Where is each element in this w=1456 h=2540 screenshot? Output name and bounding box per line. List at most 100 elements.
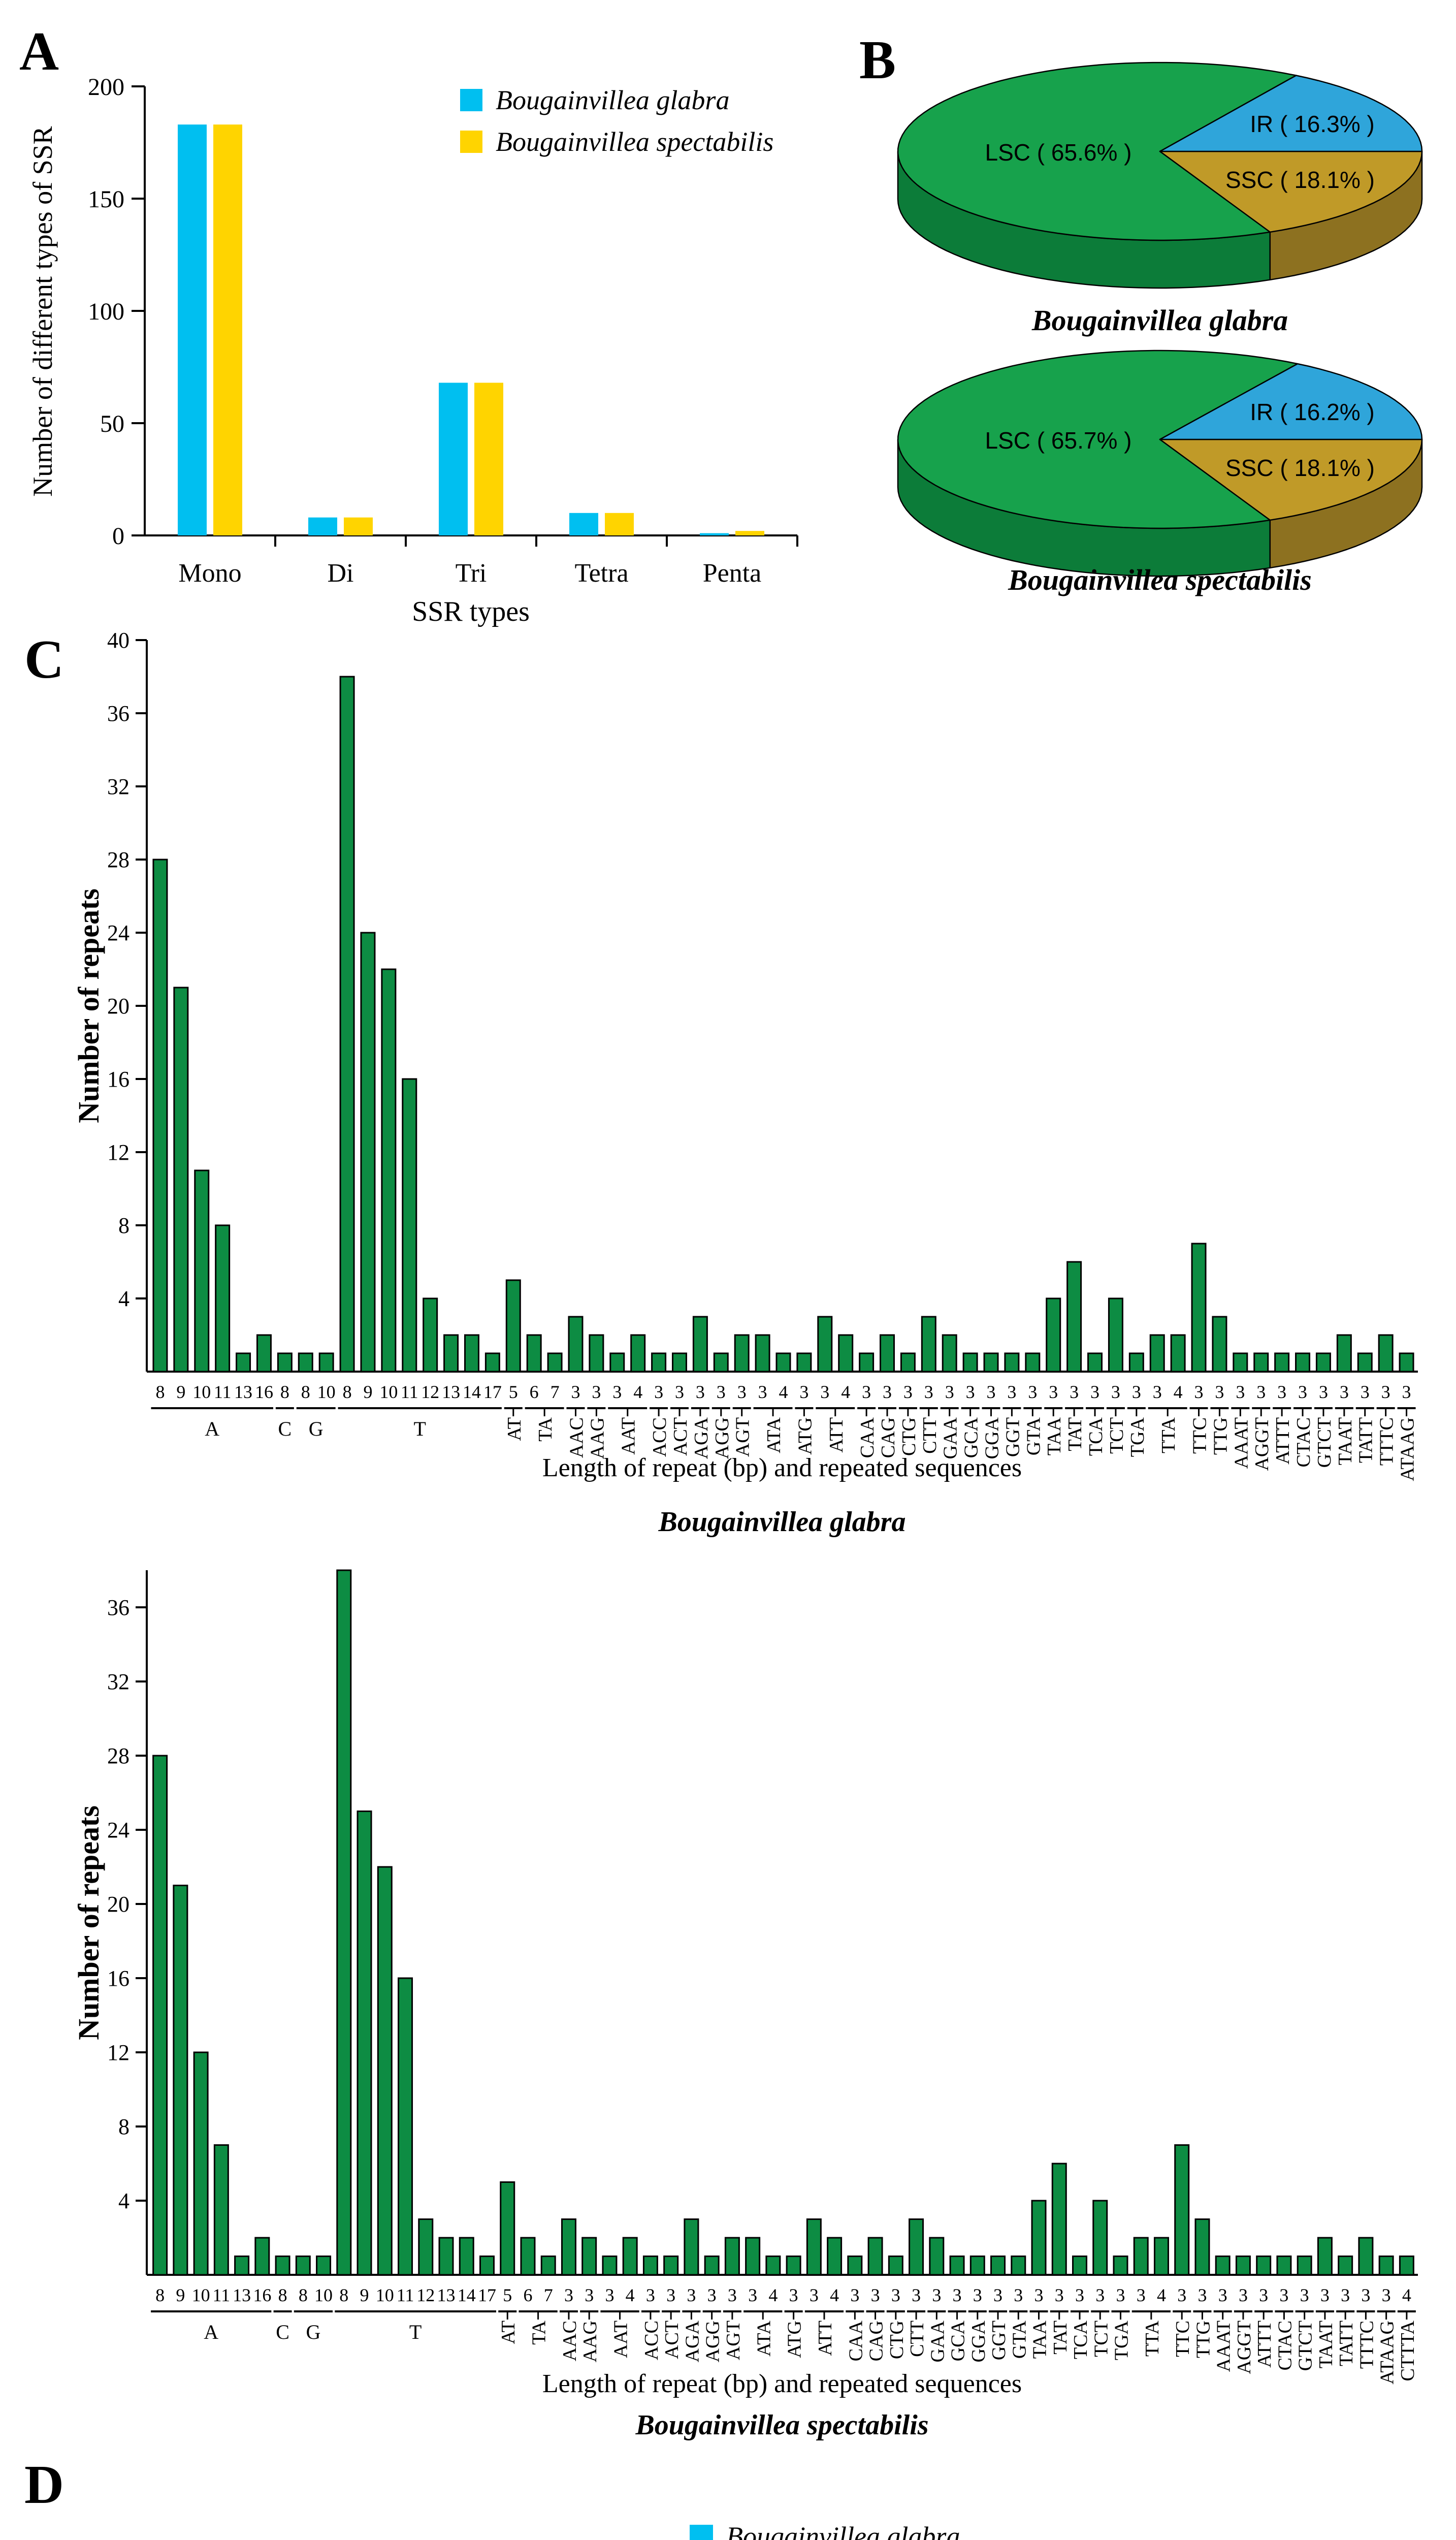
group-label-AGG: AGG [711,1417,733,1459]
group-label-ATTT: ATTT [1272,1417,1293,1465]
repeat-bar-TAA-3 [1046,1297,1061,1373]
repeat-length-label: 10 [379,1382,398,1402]
repeat-length-label: 3 [987,1382,996,1402]
y-tick-label: 20 [107,994,130,1019]
repeat-bar-TCA-3 [1087,1352,1103,1373]
group-label-GCA: GCA [961,1417,982,1458]
repeat-bar-T-10 [381,968,397,1373]
repeat-bar-CTG-3 [888,2256,903,2276]
repeat-bar-A-8 [152,859,168,1373]
repeat-length-label: 10 [192,2285,210,2305]
group-label-A: A [205,1417,219,1440]
repeat-length-label: 3 [1381,1382,1390,1402]
grouped-bar-chart-A: 0 50 100 150 200 Mono Di Tri Tetra Penta [88,74,798,588]
group-label-GGT: GGT [1002,1417,1023,1457]
repeat-length-label: 3 [1075,2285,1084,2305]
pie-label-lsc: LSC ( 65.7% ) [985,427,1132,454]
repeat-length-label: 3 [1137,2285,1146,2305]
repeat-bar-T-11 [402,1078,417,1373]
repeat-length-label: 4 [626,2285,635,2305]
repeat-bar-GGT-3 [990,2256,1006,2276]
group-label-CTAC: CTAC [1293,1417,1314,1467]
repeat-length-label: 12 [416,2285,435,2305]
group-label-AGT: AGT [723,2321,744,2360]
group-label-GTA: GTA [1009,2320,1030,2359]
repeat-bar-AAT-4 [622,2237,638,2276]
group-label-TGA: TGA [1127,1417,1148,1457]
repeat-bar-AAG-3 [589,1334,604,1373]
group-label-AAAT: AAAT [1213,2321,1235,2372]
group-label-T: T [414,1417,426,1440]
repeat-bar-TATT-3 [1338,2256,1353,2276]
repeat-bar-AGGT-3 [1253,1352,1269,1373]
repeat-length-label: 3 [820,1382,829,1402]
repeat-length-label: 3 [883,1382,892,1402]
bar-tri-glabra [439,383,468,535]
repeat-length-label: 13 [234,1382,252,1402]
repeat-length-label: 16 [253,2285,271,2305]
pie-label-ssc: SSC ( 18.1% ) [1225,455,1375,481]
repeat-bar-T-9 [357,1811,372,2276]
repeat-bar-GGT-3 [1004,1352,1020,1373]
group-label-AAG: AAG [587,1417,608,1459]
group-label-GAA: GAA [940,1417,961,1459]
repeat-length-label: 5 [509,1382,518,1402]
y-tick-label: 24 [107,920,130,945]
repeat-bar-A-16 [254,2237,270,2276]
group-label-ATT: ATT [815,2321,836,2356]
pie-slice-ssc [1159,150,1423,233]
legend-label-spectabilis: Bougainvillea spectabilis [496,126,774,157]
group-label-C: C [276,2321,289,2343]
repeat-bar-TTA-3 [1149,1334,1165,1373]
repeat-length-label: 9 [176,2285,185,2305]
group-label-T: T [409,2321,422,2343]
repeat-length-label: 3 [612,1382,622,1402]
repeats-spectabilis-title: Bougainvillea spectabilis [635,2409,929,2441]
repeat-bar-AGG-3 [713,1352,729,1373]
panel-b-letter: B [859,30,896,90]
pie-label-ssc: SSC ( 18.1% ) [1225,167,1375,193]
repeat-bar-ATA-4 [765,2256,781,2276]
repeat-length-label: 3 [605,2285,614,2305]
repeat-bar-AAAT-3 [1215,2256,1231,2276]
repeat-bar-T-12 [418,2218,434,2276]
repeat-length-label: 3 [1236,1382,1245,1402]
group-label-TCA: TCA [1085,1417,1107,1456]
panel-d-legend-row-glabra: Bougainvillea glabra [690,2521,960,2540]
repeat-bar-ATA-3 [755,1334,770,1373]
repeat-length-label: 3 [993,2285,1002,2305]
group-label-ATG: ATG [784,2321,805,2358]
group-label-GGA: GGA [982,1417,1003,1459]
pie-label-ir: IR ( 16.2% ) [1250,399,1374,425]
repeat-length-label: 3 [799,1382,808,1402]
group-label-TCT: TCT [1090,2321,1112,2357]
y-tick-label: 12 [107,1140,130,1165]
group-label-CAA: CAA [857,1417,878,1458]
y-tick-label: 50 [100,410,124,437]
repeat-length-label: 3 [966,1382,975,1402]
group-label-TCA: TCA [1070,2320,1091,2359]
group-label-AT: AT [498,2321,519,2344]
panel-a-ylabel: Number of different types of SSR [27,126,58,497]
repeat-length-label: 3 [592,1382,601,1402]
repeat-bar-ACC-3 [651,1352,667,1373]
repeat-length-label: 3 [1132,1382,1141,1402]
y-tick-label: 8 [118,2114,130,2139]
group-label-CTT: CTT [919,1417,941,1454]
repeat-length-label: 3 [1111,1382,1120,1402]
repeat-length-label: 3 [1320,2285,1330,2305]
group-label-CTT: CTT [907,2321,928,2357]
group-label-AGG: AGG [702,2321,724,2362]
repeat-length-label: 13 [437,2285,456,2305]
y-tick-label: 150 [94,2536,131,2540]
panel-d-letter: D [24,2455,64,2515]
repeat-length-label: 3 [1090,1382,1099,1402]
repeat-bar-ATG-3 [796,1352,812,1373]
repeat-length-label: 3 [1298,1382,1307,1402]
repeat-bar-TTA-4 [1153,2237,1169,2276]
group-label-G: G [306,2321,320,2343]
repeat-bar-A-8 [152,1755,168,2276]
repeat-length-label: 8 [339,2285,348,2305]
